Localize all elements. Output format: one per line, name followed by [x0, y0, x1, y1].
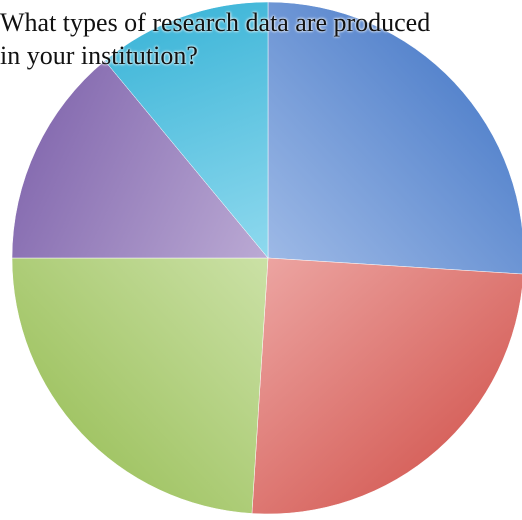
pie-slice-1: [267, 1, 522, 275]
pie-slice-3: [11, 257, 269, 514]
chart-title-line-2: in your institution?: [0, 41, 198, 70]
pie-slice-5: [104, 1, 269, 259]
chart-title: What types of research data are produced…: [0, 6, 522, 72]
chart-title-line-1: What types of research data are produced: [0, 8, 431, 37]
pie-slice-2: [251, 257, 522, 515]
pie-slices: [11, 1, 522, 515]
pie-slice-4: [11, 60, 269, 259]
